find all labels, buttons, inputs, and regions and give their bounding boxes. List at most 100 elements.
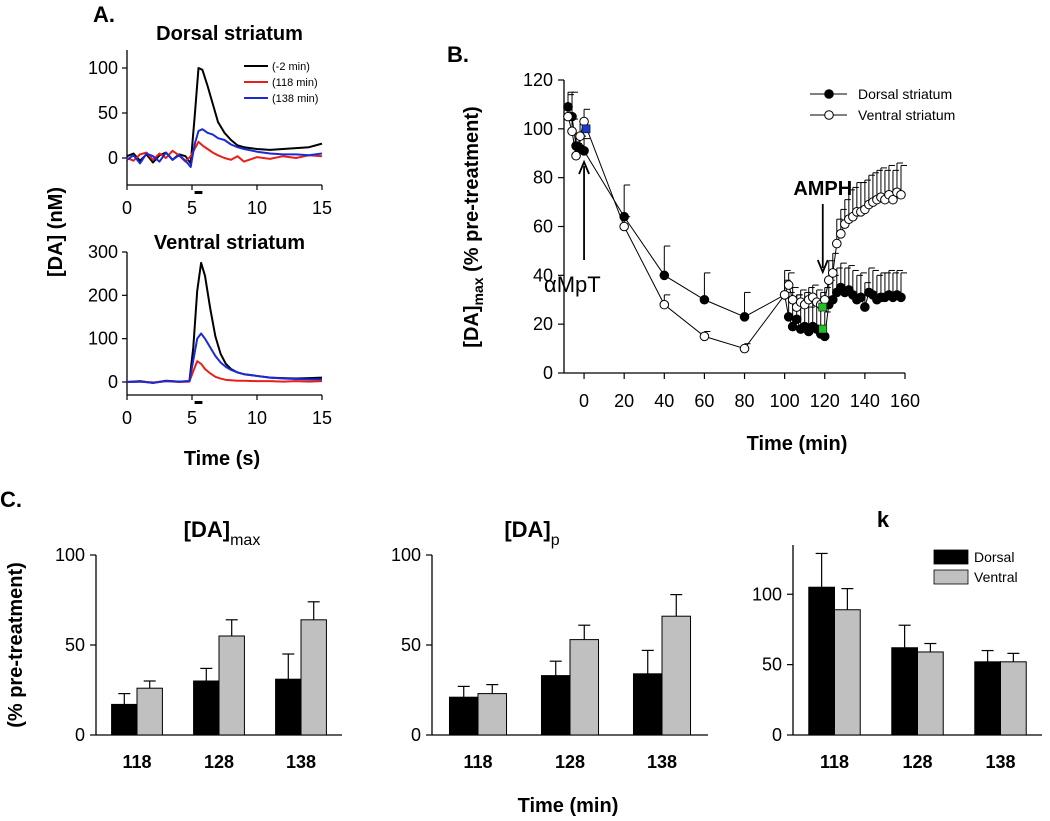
b-plot: 0 20 40 60 80 100 120 140 160 0 20 40 60 80 100 120 αMpT… [523,70,955,411]
c_k-legend-swatch-0 [933,549,969,565]
c_k-category-label: 128 [902,752,932,772]
c1-title-main: [DA] [184,517,230,542]
c_k-bar-ventral [917,651,944,736]
c_k-bar-ventral [1000,661,1027,736]
b-point [739,312,750,322]
b-x-axis-label: Time (min) [747,433,848,455]
a_ventral-x-tick-label: 0 [122,408,132,428]
b-point [819,331,830,342]
c_k-bar-dorsal [974,661,1002,736]
b-point [699,294,710,305]
b-point [791,314,802,325]
c_k-category-label: 138 [985,752,1015,772]
a_dorsal-x-tick-label: 0 [122,198,132,218]
panel-label-b: B. [447,42,469,67]
c_dap-y-tick-label: 50 [401,635,421,655]
a_dorsal-series-line-2 [126,128,323,168]
b-legend-label-0: Dorsal striatum [858,86,952,102]
a-legend-label-2: (138 min) [272,93,318,105]
b-y-tick-label: 100 [523,119,553,139]
a_ventral-x-tick-label: 5 [187,408,197,428]
c1-title-sub: max [230,532,260,549]
c_k-legend-swatch-1 [933,569,969,585]
b-y-label-sub: max [470,277,486,305]
c_k-y-tick-label: 0 [772,725,782,745]
b-point [659,299,670,310]
a_dorsal-stim-bar [194,191,203,194]
b-x-tick-label: 160 [890,391,920,411]
b-x-tick-label: 140 [850,391,880,411]
b-y-label-main: [DA] [461,305,483,347]
c_k-legend-label-0: Dorsal [974,549,1014,565]
b-ampt-label: αMpT [544,272,601,297]
b-point [619,211,629,222]
c-y-axis-label: (% pre-treatment) [5,562,27,728]
b-highlight-point [818,324,828,334]
b-ampt-arrow-head [578,159,590,175]
c_damax-bar-dorsal [193,680,220,736]
c_dap-y-tick-label: 100 [391,545,421,565]
c2-title-sub: p [551,532,560,549]
b-y-label-rest: (% pre-treatment) [461,106,483,277]
a_ventral-y-tick-label: 300 [88,242,118,262]
c3-title: k [877,507,890,532]
b-highlight-point [581,124,591,134]
b-y-tick-label: 120 [523,70,553,90]
c_dap-category-label: 128 [555,752,585,772]
a_dorsal-y-tick-label: 0 [108,148,118,168]
c_k-bar-dorsal [808,586,836,736]
a_ventral-plot: Ventral striatum 0 5 10 15 0 100 200 300 [88,232,332,428]
a_dorsal-x-tick-label: 10 [247,198,267,218]
a_dorsal-y-tick-label: 100 [88,58,118,78]
b-x-tick-label: 20 [614,391,634,411]
c_dap-bar-dorsal [632,673,663,736]
a_ventral-stim-bar [194,401,203,404]
b-x-tick-label: 120 [810,391,840,411]
panel-label-a: A. [93,2,115,27]
b-x-tick-label: 80 [735,391,755,411]
b-point [888,194,898,205]
c_k-bar-dorsal [891,647,919,736]
b-y-tick-label: 60 [533,217,553,237]
a_ventral-y-tick-label: 100 [88,329,118,349]
c2-title: [DA]p [504,517,559,549]
a_dorsal-title: Dorsal striatum [156,23,303,45]
c_damax-bar-dorsal [275,678,302,736]
b-point [856,292,866,303]
b-y-tick-label: 80 [533,168,553,188]
b-point [823,275,834,286]
a_dorsal-x-tick-label: 15 [312,198,332,218]
c_dap-bar-dorsal [540,675,571,736]
a_ventral-title: Ventral striatum [154,232,305,254]
b-x-tick-label: 60 [694,391,714,411]
b-x-tick-label: 100 [770,391,800,411]
a_ventral-x-tick-label: 10 [247,408,267,428]
b-point [579,146,589,156]
a-x-axis-label: Time (s) [184,448,260,470]
b-point [819,294,830,305]
c_k-legend-label-1: Ventral [974,569,1018,585]
b-point [836,229,846,239]
c_damax-category-label: 138 [286,752,316,772]
b-legend-marker-0 [824,89,834,99]
b-point [563,102,573,112]
b-point [896,292,906,303]
b-y-tick-label: 20 [533,314,553,334]
a_dorsal-plot: Dorsal striatum 0 5 10 15 0 50 100 (-2 min) (118 … [88,23,332,218]
c_damax-category-label: 128 [204,752,234,772]
b-point [896,189,906,200]
b-point [571,150,581,161]
b-highlight-point [818,302,828,312]
a_ventral-series-line-2 [126,332,322,384]
b-point [567,126,577,137]
c_dap-bar-dorsal [448,696,479,736]
a_dorsal-series-line-0 [126,67,323,165]
c_damax-y-tick-label: 100 [55,545,85,565]
panel-label-c: C. [0,487,22,512]
c-x-axis-label: Time (min) [518,795,619,817]
c_k-bar-ventral [834,609,861,736]
b-point [779,290,790,300]
b-amph-label: AMPH [793,178,852,200]
c_damax-bar-ventral [300,619,327,736]
